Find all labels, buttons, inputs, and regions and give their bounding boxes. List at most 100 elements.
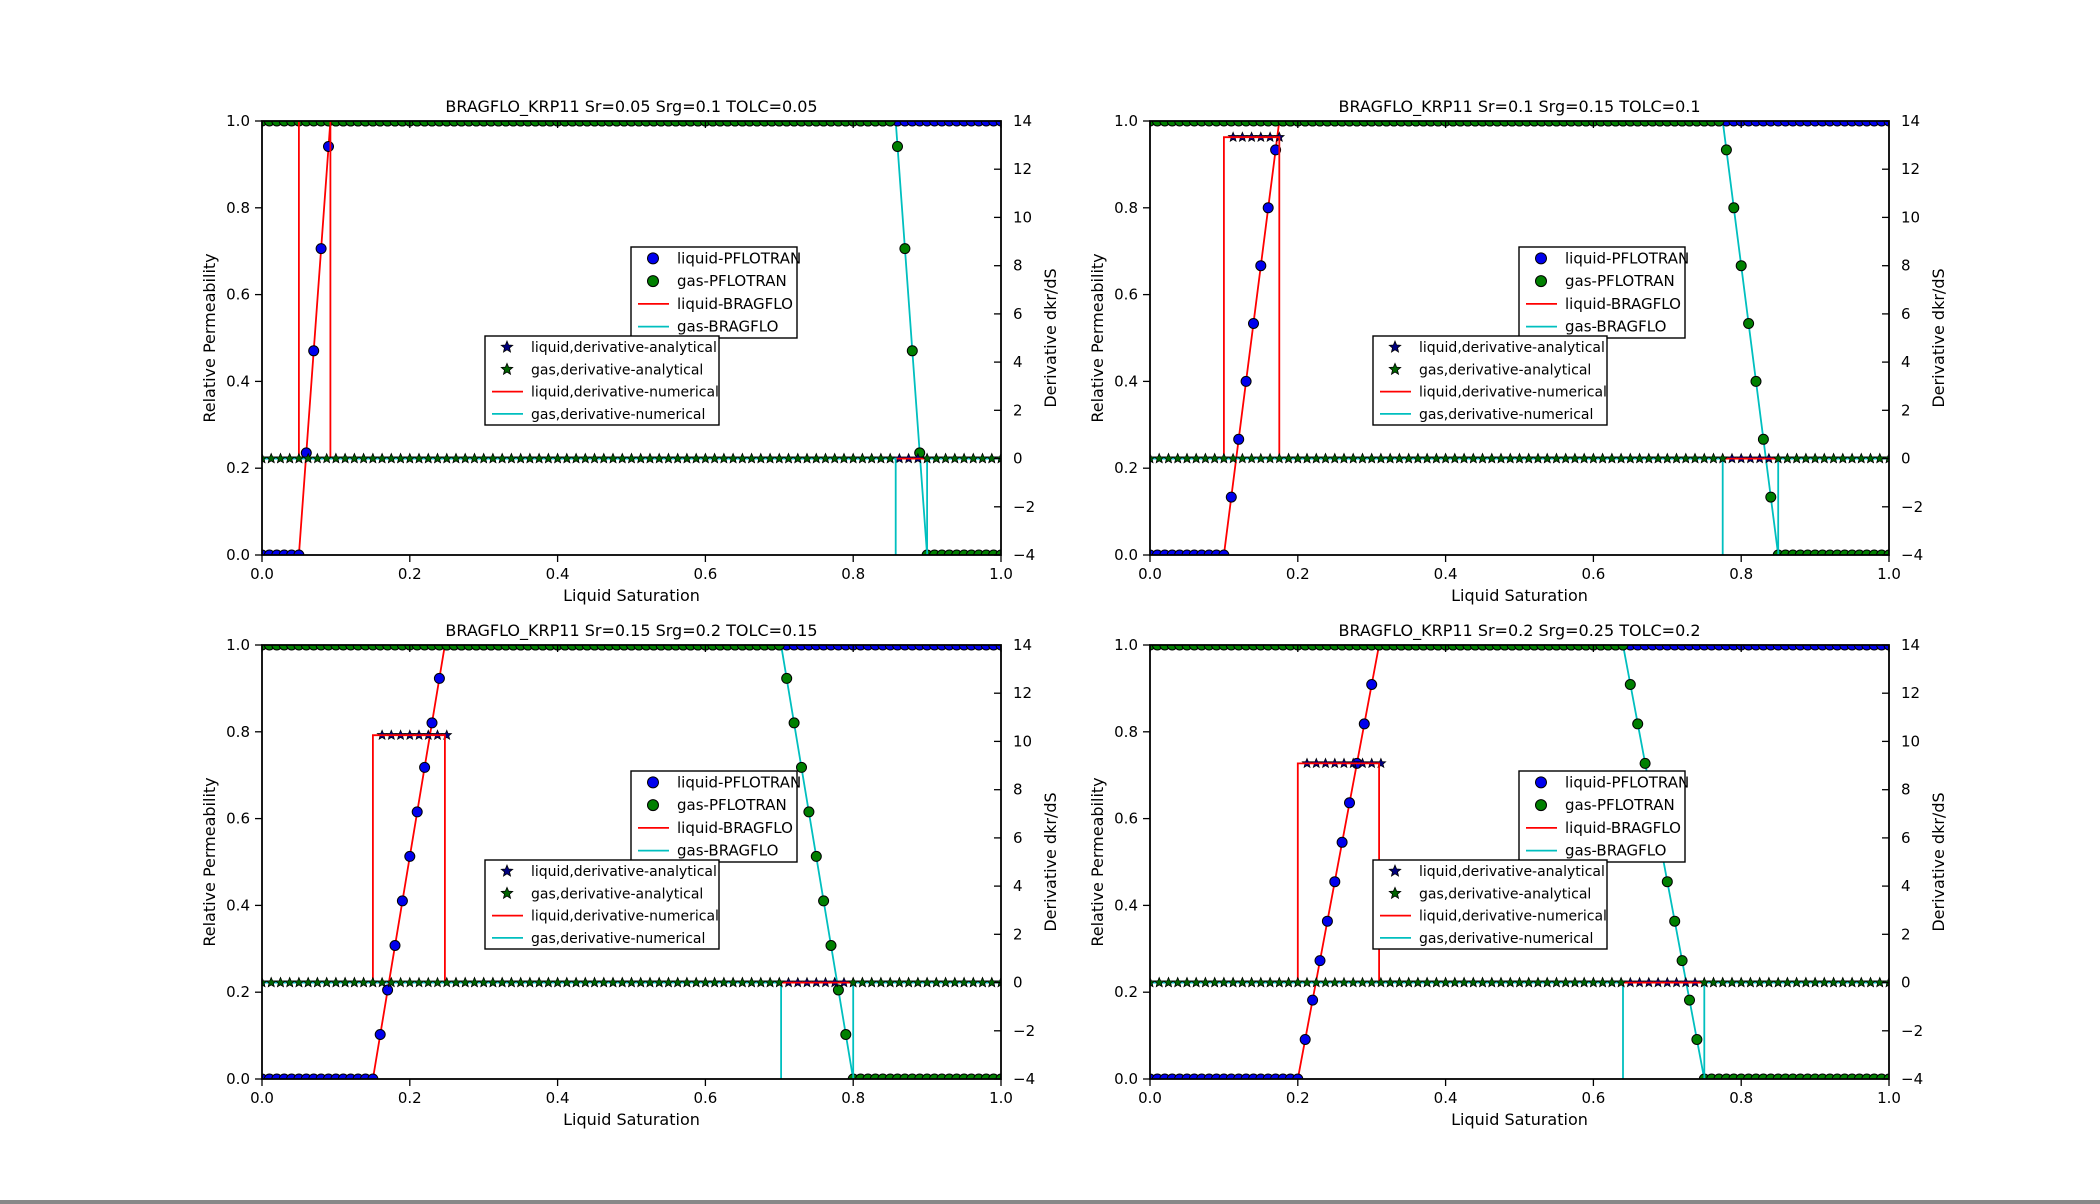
gas-derivative-star — [358, 452, 370, 464]
ytick-right-label: −4 — [1013, 1070, 1035, 1088]
legend-label: gas,derivative-analytical — [1419, 362, 1591, 378]
gas-derivative-numerical-line — [1150, 457, 1889, 555]
ytick-right-label: 10 — [1901, 208, 1920, 226]
gas-derivative-star — [1818, 452, 1831, 464]
ytick-right-label: 8 — [1901, 257, 1911, 275]
gas-kr-point — [803, 806, 815, 818]
gas-kr-point — [825, 940, 837, 951]
gas-derivative-star — [542, 976, 554, 988]
legend-series-frame — [630, 770, 798, 863]
gas-derivative-star — [1763, 976, 1775, 988]
ytick-right-label: 10 — [1013, 732, 1032, 750]
legend-derivatives-frame — [484, 859, 720, 950]
gas-derivative-star — [1486, 976, 1498, 988]
gas-derivative-star — [570, 452, 582, 464]
xtick-label: 0.2 — [398, 1089, 422, 1107]
legend-label: gas,derivative-numerical — [1419, 407, 1593, 423]
legend-series: liquid-PFLOTRAN gas-PFLOTRAN liquid-BRAGFL… — [630, 770, 801, 863]
ytick-right-label: 12 — [1013, 160, 1032, 178]
ytick-right-label: 8 — [1013, 257, 1023, 275]
xtick-label: 1.0 — [989, 565, 1013, 583]
xtick-label: 1.0 — [1877, 565, 1901, 583]
gas-kr-point — [1728, 202, 1740, 214]
gas-derivative-star — [644, 976, 656, 988]
gas-kr-point — [1684, 994, 1695, 1006]
legend-label: liquid,derivative-numerical — [1419, 385, 1607, 401]
gas-kr-point — [810, 850, 822, 862]
legend-item-liquid-pflotran: liquid-PFLOTRAN — [1535, 249, 1689, 267]
gas-derivative-star — [1338, 976, 1350, 988]
liquid-kr-point — [1314, 955, 1326, 967]
legend-item-liquid-derivative-numerical: liquid,derivative-numerical — [492, 385, 719, 401]
gas-derivative-star — [1375, 452, 1387, 464]
gas-derivative-star — [1319, 976, 1332, 988]
gas-kr-point — [1676, 955, 1688, 967]
gas-derivative-star — [1781, 452, 1793, 464]
gas-bragflo-line — [262, 121, 1001, 555]
tick-marks — [255, 644, 1002, 1086]
legend-item-liquid-pflotran: liquid-PFLOTRAN — [1535, 773, 1689, 791]
gas-derivative-numerical-line — [1150, 981, 1889, 1079]
gas-derivative-star — [477, 976, 490, 988]
gas-derivative-star — [422, 976, 434, 988]
gas-derivative-star — [1292, 452, 1304, 464]
tick-marks — [255, 120, 1002, 562]
gas-derivative-star — [394, 452, 407, 464]
star-marker-icon — [500, 864, 514, 877]
gas-derivative-star — [976, 976, 989, 988]
gas-derivative-star — [1449, 976, 1461, 988]
gas-derivative-star — [699, 976, 712, 988]
legend-series-frame — [630, 246, 798, 339]
ytick-left-label: 0.2 — [1114, 459, 1138, 477]
xtick-label: 0.4 — [546, 565, 570, 583]
gas-derivative-star — [625, 976, 638, 988]
axes-frame — [261, 644, 1002, 1080]
gas-derivative-star — [921, 976, 933, 988]
gas-derivative-star — [1449, 452, 1461, 464]
liquid-kr-point — [1366, 679, 1378, 690]
xtick-label: 0.6 — [693, 1089, 717, 1107]
axes-frame — [261, 120, 1002, 556]
ytick-right-label: −4 — [1901, 1070, 1923, 1088]
liquid-bragflo-line — [262, 121, 1001, 555]
gas-derivative-star — [1218, 452, 1230, 464]
gas-derivative-star — [1255, 452, 1267, 464]
gas-derivative-star — [1513, 452, 1526, 464]
gas-derivative-star — [588, 976, 601, 988]
gas-derivative-star — [1818, 976, 1831, 988]
gas-derivative-star — [690, 976, 702, 988]
liquid-kr-point — [995, 645, 1001, 651]
gas-derivative-star — [912, 976, 924, 988]
gas-kr-point — [781, 672, 793, 684]
liquid-kr-point — [1336, 836, 1348, 848]
gas-derivative-star — [579, 976, 592, 988]
legend-label: liquid-BRAGFLO — [677, 819, 793, 837]
gas-derivative-star — [1698, 976, 1710, 988]
gas-derivative-star — [1365, 976, 1378, 988]
gas-derivative-star — [1319, 452, 1332, 464]
liquid-kr-point — [1233, 433, 1245, 445]
gas-derivative-star — [736, 976, 749, 988]
gas-derivative-star — [727, 452, 739, 464]
gas-derivative-star — [1800, 976, 1812, 988]
circle-marker-icon — [1535, 275, 1547, 288]
gas-pflotran-markers — [1150, 121, 1889, 555]
gas-derivative-star — [773, 452, 786, 464]
gas-derivative-star — [829, 452, 841, 464]
gas-derivative-star — [986, 452, 998, 464]
gas-derivative-star — [1467, 452, 1480, 464]
gas-derivative-star — [1430, 452, 1442, 464]
gas-derivative-star — [524, 452, 536, 464]
legend-item-gas-pflotran: gas-PFLOTRAN — [1535, 272, 1675, 290]
gas-derivative-star — [358, 976, 370, 988]
gas-kr-point — [1757, 433, 1769, 445]
subplot-4-ylabel-right: Derivative dkr/dS — [1929, 792, 1948, 931]
gas-derivative-star — [884, 976, 896, 988]
ytick-right-label: 14 — [1013, 636, 1032, 654]
gas-derivative-star — [561, 976, 573, 988]
ytick-left-label: 0.2 — [226, 459, 250, 477]
liquid-kr-point — [396, 895, 408, 907]
legend-label: gas-BRAGFLO — [677, 842, 778, 860]
gas-derivative-star — [727, 976, 739, 988]
gas-derivative-star — [1402, 452, 1415, 464]
